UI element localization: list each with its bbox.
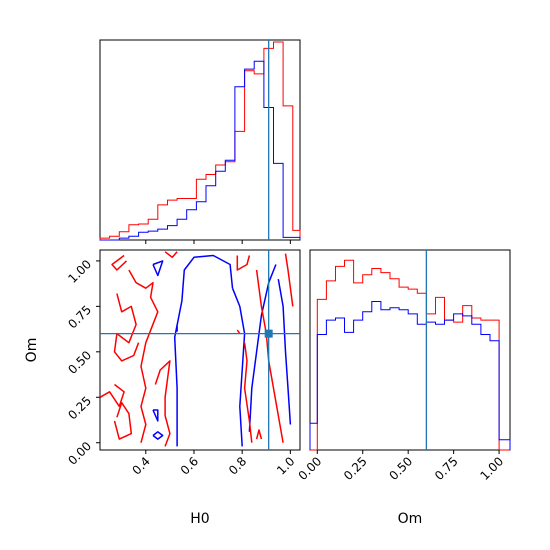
h0-hist-series-red [99, 41, 301, 240]
joint-contours [100, 251, 294, 447]
h0-om-contour-panel: 0.4 0.6 0.8 1.0 0.00 0.25 0.50 0.75 1.00 [65, 249, 301, 478]
h0-hist-frame [99, 39, 301, 241]
om-hist-series-red [310, 259, 510, 451]
joint-x-tick-label-0: 0.4 [130, 454, 153, 477]
joint-y-tick-label-3: 0.75 [65, 303, 94, 332]
joint-y-tick-label-0: 0.00 [65, 439, 94, 468]
x-axis-label-h0: H0 [190, 511, 209, 527]
contour-red-17 [284, 253, 294, 307]
om-hist-series-blue [309, 301, 511, 450]
contour-blue-3 [277, 278, 292, 425]
om-hist-frame [309, 249, 511, 451]
contour-red-8 [113, 293, 140, 362]
contour-blue-6 [152, 260, 164, 277]
contour-red-13 [164, 251, 178, 259]
contour-red-15 [243, 342, 253, 443]
contour-blue-1 [231, 287, 246, 447]
contour-blue-5 [152, 431, 164, 440]
h0-histogram-panel [99, 39, 301, 244]
joint-x-tick-label-3: 1.0 [274, 454, 297, 477]
contour-red-19 [255, 429, 263, 440]
joint-x-tick-label-2: 0.8 [226, 454, 249, 477]
om-x-tick-label-4: 1.00 [477, 454, 506, 483]
contour-blue-4 [152, 409, 159, 422]
joint-y-tick-label-2: 0.50 [65, 348, 94, 377]
contour-red-7 [111, 254, 128, 271]
joint-truth-marker [264, 329, 273, 338]
om-histogram-panel: 0.00 0.25 0.50 0.75 1.00 [296, 249, 511, 483]
om-x-tick-label-3: 0.75 [432, 454, 461, 483]
om-x-tick-label-2: 0.50 [387, 454, 416, 483]
om-x-tick-label-1: 0.25 [341, 454, 370, 483]
y-axis-label-om: Om [24, 338, 40, 363]
joint-y-tick-label-4: 1.00 [65, 257, 94, 286]
contour-red-9 [100, 383, 125, 408]
contour-blue-2 [248, 264, 277, 432]
contour-blue-0 [173, 254, 234, 447]
h0-hist-series-blue [100, 60, 301, 241]
joint-frame [99, 249, 301, 451]
x-axis-label-om: Om [398, 511, 423, 527]
contour-red-14 [236, 255, 251, 271]
contour-red-16 [255, 269, 284, 443]
joint-y-tick-label-1: 0.25 [65, 394, 94, 423]
joint-x-tick-label-1: 0.6 [178, 454, 201, 477]
contour-red-11 [128, 269, 159, 443]
contour-red-12 [154, 360, 171, 447]
om-x-tick-label-0: 0.00 [296, 454, 325, 483]
contour-red-10 [113, 401, 133, 440]
